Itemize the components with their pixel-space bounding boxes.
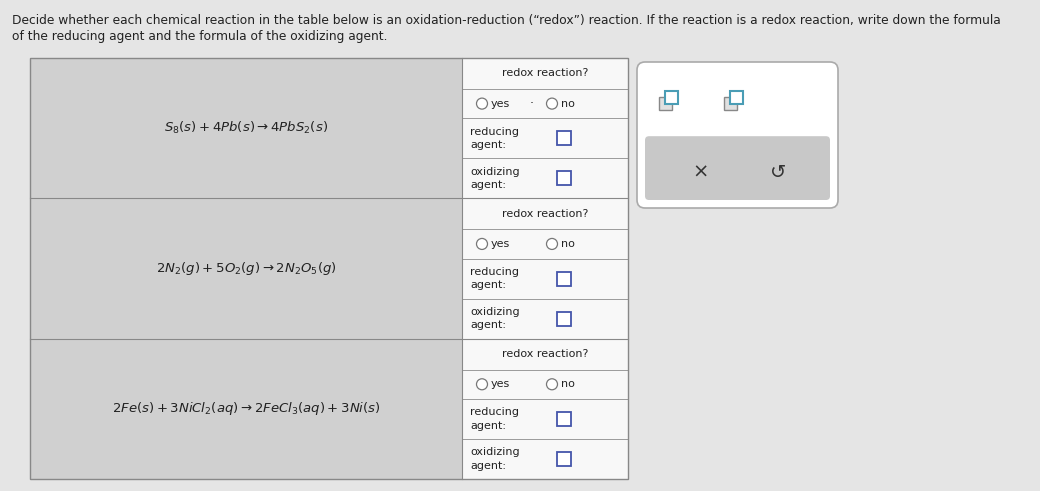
- Text: redox reaction?: redox reaction?: [502, 68, 589, 79]
- Text: ·: ·: [530, 97, 534, 110]
- FancyBboxPatch shape: [659, 97, 672, 109]
- Circle shape: [546, 239, 557, 249]
- FancyBboxPatch shape: [557, 312, 571, 326]
- FancyBboxPatch shape: [557, 272, 571, 286]
- FancyBboxPatch shape: [30, 58, 462, 198]
- FancyBboxPatch shape: [645, 136, 830, 200]
- FancyBboxPatch shape: [462, 399, 628, 439]
- FancyBboxPatch shape: [462, 339, 628, 370]
- Text: of the reducing agent and the formula of the oxidizing agent.: of the reducing agent and the formula of…: [12, 30, 388, 43]
- Text: reducing
agent:: reducing agent:: [470, 267, 519, 290]
- Text: ↺: ↺: [770, 163, 786, 182]
- Text: no: no: [561, 239, 575, 249]
- Circle shape: [546, 98, 557, 109]
- Text: reducing
agent:: reducing agent:: [470, 127, 519, 150]
- Text: yes: yes: [491, 99, 511, 109]
- Text: no: no: [561, 379, 575, 389]
- Text: no: no: [561, 99, 575, 109]
- FancyBboxPatch shape: [462, 198, 628, 229]
- FancyBboxPatch shape: [665, 91, 678, 104]
- Text: yes: yes: [491, 239, 511, 249]
- Text: oxidizing
agent:: oxidizing agent:: [470, 307, 520, 330]
- FancyBboxPatch shape: [636, 62, 838, 208]
- FancyBboxPatch shape: [557, 452, 571, 466]
- FancyBboxPatch shape: [557, 171, 571, 185]
- Text: oxidizing
agent:: oxidizing agent:: [470, 447, 520, 470]
- Circle shape: [476, 239, 488, 249]
- Text: Decide whether each chemical reaction in the table below is an oxidation-reducti: Decide whether each chemical reaction in…: [12, 14, 1000, 27]
- Text: oxidizing
agent:: oxidizing agent:: [470, 167, 520, 190]
- FancyBboxPatch shape: [557, 412, 571, 426]
- FancyBboxPatch shape: [462, 299, 628, 339]
- Circle shape: [476, 98, 488, 109]
- FancyBboxPatch shape: [462, 439, 628, 479]
- Circle shape: [476, 379, 488, 390]
- Circle shape: [546, 379, 557, 390]
- FancyBboxPatch shape: [30, 198, 462, 339]
- FancyBboxPatch shape: [462, 89, 628, 118]
- FancyBboxPatch shape: [462, 229, 628, 259]
- FancyBboxPatch shape: [730, 91, 743, 104]
- Text: $2N_2(g) + 5O_2(g) \rightarrow 2N_2O_5(g)$: $2N_2(g) + 5O_2(g) \rightarrow 2N_2O_5(g…: [156, 260, 336, 277]
- FancyBboxPatch shape: [462, 158, 628, 198]
- FancyBboxPatch shape: [462, 370, 628, 399]
- Text: reducing
agent:: reducing agent:: [470, 408, 519, 431]
- FancyBboxPatch shape: [557, 131, 571, 145]
- Text: $2Fe(s) + 3NiCl_2(aq) \rightarrow 2FeCl_3(aq) + 3Ni(s)$: $2Fe(s) + 3NiCl_2(aq) \rightarrow 2FeCl_…: [111, 400, 381, 417]
- Text: yes: yes: [491, 379, 511, 389]
- FancyBboxPatch shape: [462, 259, 628, 299]
- Text: ×: ×: [693, 163, 708, 182]
- FancyBboxPatch shape: [462, 118, 628, 158]
- FancyBboxPatch shape: [462, 58, 628, 89]
- FancyBboxPatch shape: [30, 339, 462, 479]
- Text: $S_8(s) + 4Pb(s) \rightarrow 4PbS_2(s)$: $S_8(s) + 4Pb(s) \rightarrow 4PbS_2(s)$: [164, 120, 328, 136]
- Text: redox reaction?: redox reaction?: [502, 209, 589, 219]
- Text: redox reaction?: redox reaction?: [502, 349, 589, 359]
- FancyBboxPatch shape: [724, 97, 737, 109]
